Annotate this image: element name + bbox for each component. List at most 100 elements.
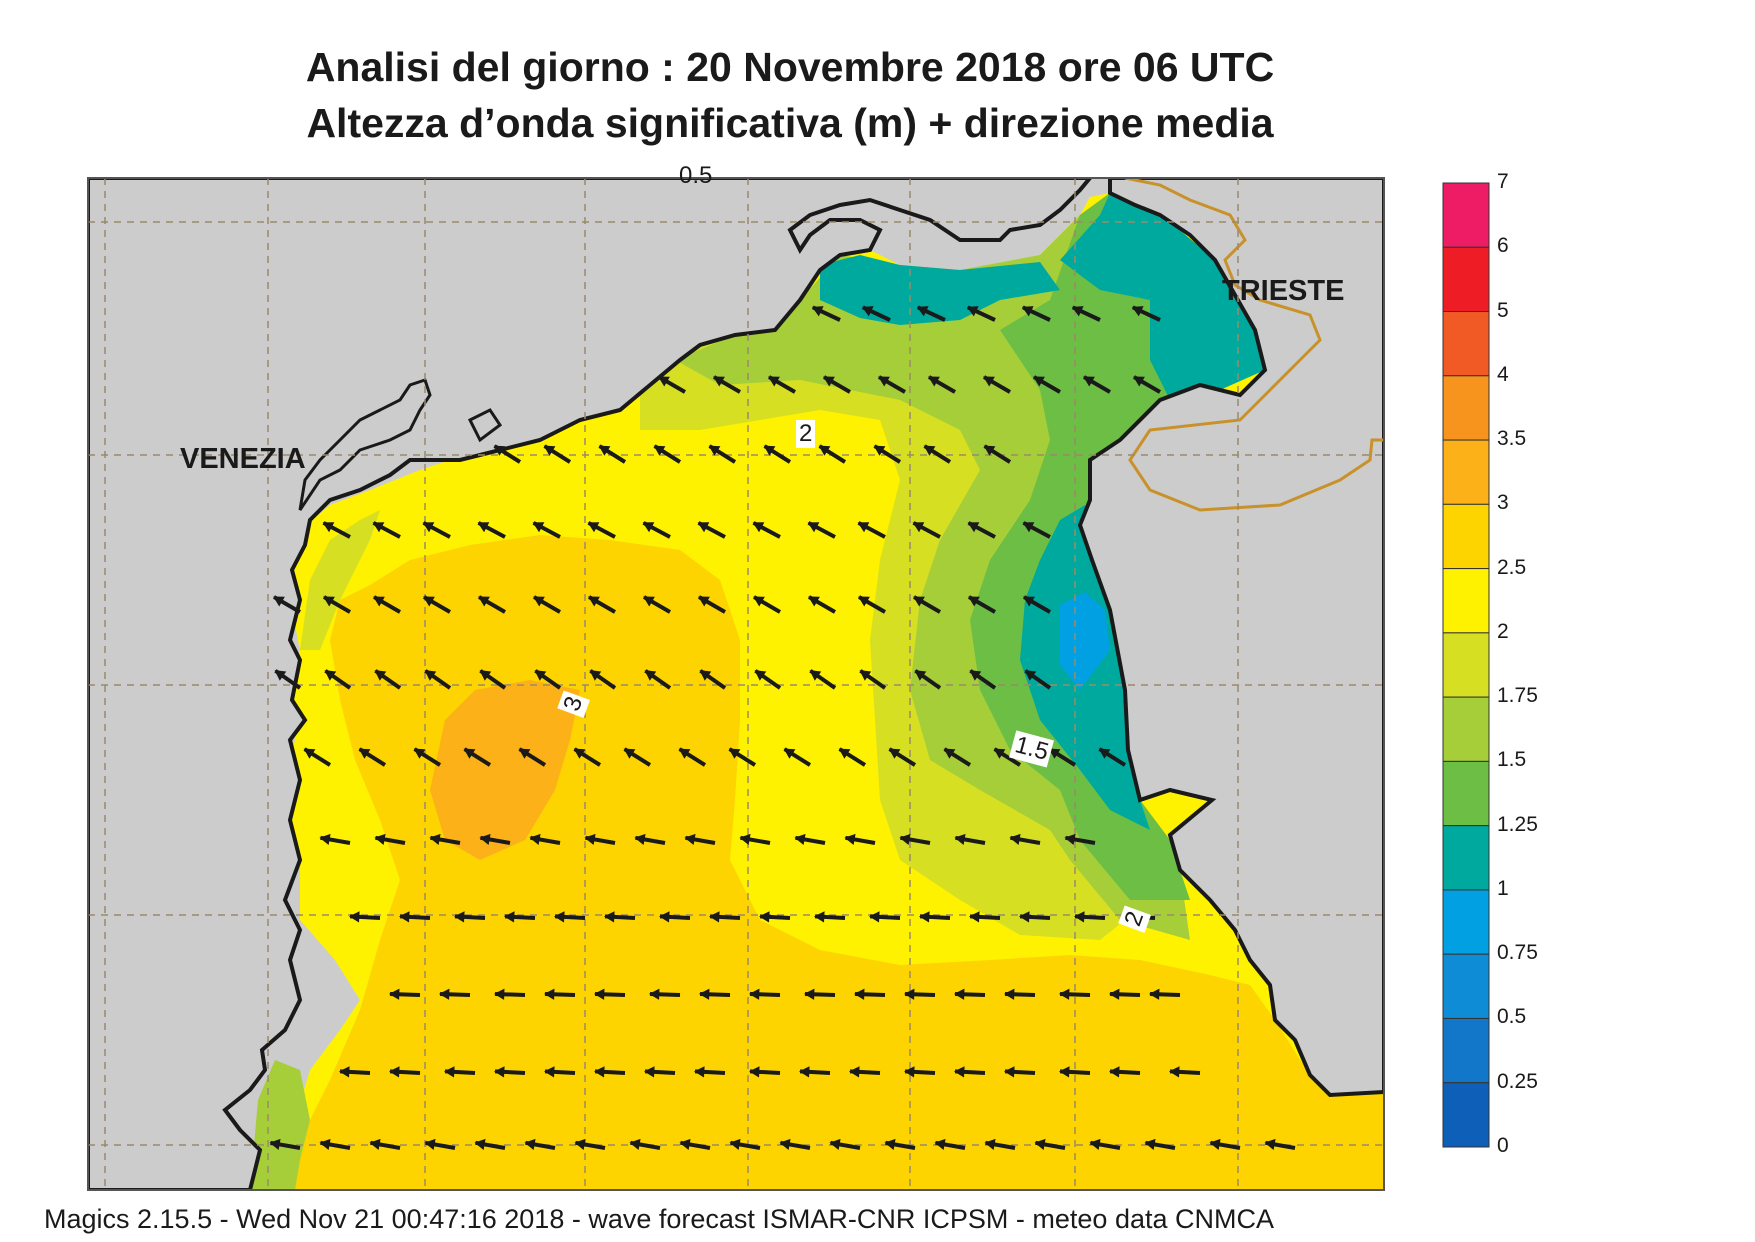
city-label-venezia: VENEZIA	[180, 443, 306, 475]
wave-direction-arrowhead	[658, 376, 670, 387]
wave-direction-arrowhead	[953, 988, 965, 1000]
wave-direction-arrowhead	[697, 522, 710, 533]
wave-direction-arrowhead	[589, 670, 602, 681]
wave-direction-arrowhead	[653, 445, 666, 456]
wave-direction-arrowhead	[574, 1138, 586, 1150]
wave-direction-arrowhead	[493, 988, 505, 1000]
wave-direction-arrowhead	[642, 522, 655, 533]
color-scale-label: 1	[1497, 876, 1509, 900]
wave-direction-arrowhead	[899, 833, 911, 845]
wave-direction-arrowhead	[763, 445, 776, 456]
wave-direction-arrowhead	[783, 748, 796, 759]
wave-direction-arrowhead	[853, 988, 865, 1000]
wave-direction-arrowhead	[809, 670, 822, 681]
wave-direction-arrowhead	[923, 445, 936, 456]
wave-direction-arrowhead	[388, 1066, 400, 1078]
wave-direction-arrowhead	[474, 1138, 486, 1150]
wave-direction-arrowhead	[443, 1066, 455, 1078]
wave-direction-arrowhead	[779, 1138, 791, 1150]
wave-direction-arrowhead	[729, 1138, 741, 1150]
wave-direction-arrowhead	[966, 306, 979, 317]
wave-direction-arrowhead	[322, 522, 335, 533]
map-field	[88, 178, 1384, 1190]
wave-direction-arrowhead	[684, 833, 696, 845]
wave-direction-arrowhead	[884, 1138, 896, 1150]
color-scale-label: 0.25	[1497, 1069, 1538, 1093]
wave-direction-arrowhead	[1133, 376, 1145, 387]
wave-direction-arrowhead	[424, 1138, 436, 1150]
wave-direction-arrowhead	[1024, 670, 1037, 681]
wave-direction-arrowhead	[1108, 988, 1120, 1000]
band-1-5-south	[250, 1060, 310, 1190]
wave-direction-arrowhead	[1021, 306, 1034, 317]
wave-direction-arrowhead	[388, 988, 400, 1000]
wave-direction-arrowhead	[1264, 1138, 1276, 1150]
wave-direction-arrowhead	[753, 596, 765, 607]
color-scale-label: 5	[1497, 298, 1509, 322]
wave-direction-arrowhead	[532, 522, 545, 533]
color-scale-swatch	[1442, 760, 1490, 827]
color-scale-label: 4	[1497, 362, 1509, 386]
wave-direction-arrowhead	[1003, 1066, 1015, 1078]
wave-direction-arrowhead	[1022, 522, 1035, 533]
wave-direction-arrowhead	[273, 596, 285, 607]
wave-direction-arrowhead	[748, 1066, 760, 1078]
footer-credits: Magics 2.15.5 - Wed Nov 21 00:47:16 2018…	[44, 1204, 1274, 1234]
wave-direction-arrowhead	[422, 522, 435, 533]
wave-direction-arrowhead	[453, 911, 465, 923]
wave-direction-arrowhead	[1148, 988, 1160, 1000]
wave-direction-arrowhead	[1048, 748, 1061, 759]
wave-direction-arrowhead	[1064, 833, 1076, 845]
wave-direction-arrowhead	[524, 1138, 536, 1150]
wave-direction-arrowhead	[493, 1066, 505, 1078]
wave-direction-arrowhead	[1023, 596, 1035, 607]
wave-direction-arrowhead	[643, 596, 655, 607]
color-scale-swatch	[1442, 182, 1490, 248]
wave-direction-arrowhead	[323, 596, 335, 607]
wave-direction-arrowhead	[518, 748, 531, 759]
wave-direction-arrowhead	[1058, 988, 1070, 1000]
map-frame	[87, 177, 1385, 1191]
wave-direction-arrowhead	[374, 833, 386, 845]
wave-direction-arrowhead	[644, 670, 657, 681]
wave-direction-arrowhead	[803, 988, 815, 1000]
wave-direction-arrowhead	[934, 1138, 946, 1150]
wave-direction-arrowhead	[543, 988, 555, 1000]
wave-direction-arrowhead	[369, 1138, 381, 1150]
wave-direction-arrowhead	[274, 670, 287, 681]
wave-direction-arrowhead	[1058, 1066, 1070, 1078]
color-scale-label: 1.75	[1497, 684, 1538, 708]
wave-direction-arrowhead	[813, 911, 825, 923]
wave-direction-arrowhead	[373, 596, 385, 607]
wave-direction-arrowhead	[698, 596, 710, 607]
color-scale-label: 3.5	[1497, 427, 1527, 451]
wave-direction-arrowhead	[324, 670, 337, 681]
wave-direction-arrowhead	[713, 376, 725, 387]
wave-direction-arrowhead	[953, 1066, 965, 1078]
wave-direction-arrowhead	[493, 445, 506, 456]
band-3	[430, 680, 580, 860]
wave-direction-arrowhead	[588, 596, 600, 607]
wave-direction-arrowhead	[438, 988, 450, 1000]
wave-direction-arrowhead	[748, 988, 760, 1000]
color-scale-swatch	[1442, 825, 1490, 891]
color-scale-swatch	[1442, 889, 1490, 955]
color-scale-label: 3	[1497, 491, 1509, 515]
wave-direction-arrowhead	[338, 1066, 350, 1078]
wave-direction-arrowhead	[983, 445, 996, 456]
color-scale-swatch	[1442, 1017, 1490, 1084]
wave-direction-arrowhead	[423, 596, 435, 607]
wave-direction-arrowhead	[868, 911, 880, 923]
color-scale-swatch	[1442, 632, 1490, 698]
color-scale-swatch	[1442, 375, 1490, 441]
wave-direction-arrowhead	[348, 911, 360, 923]
wave-direction-arrowhead	[584, 833, 596, 845]
wave-direction-arrowhead	[968, 596, 980, 607]
wave-direction-arrowhead	[823, 376, 835, 387]
wave-direction-arrowhead	[553, 911, 565, 923]
wave-direction-arrowhead	[603, 911, 615, 923]
color-scale-swatch	[1442, 246, 1490, 313]
wave-direction-arrowhead	[319, 1138, 331, 1150]
color-scale-swatch	[1442, 568, 1490, 634]
